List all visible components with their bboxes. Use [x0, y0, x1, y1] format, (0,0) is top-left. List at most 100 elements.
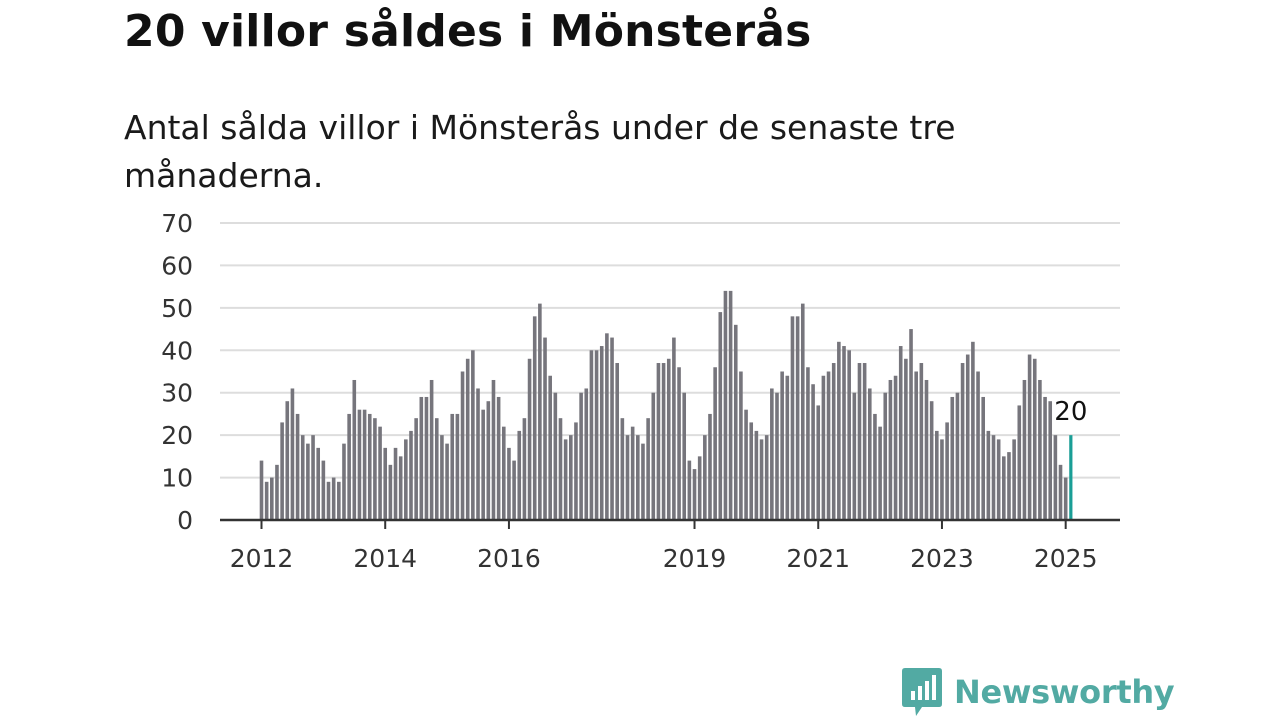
- bar: [728, 290, 733, 520]
- bar: [532, 316, 537, 520]
- newsworthy-logo-icon: [902, 668, 942, 716]
- bar: [465, 358, 470, 520]
- bar: [471, 350, 475, 520]
- bar: [898, 346, 903, 520]
- bar: [929, 401, 934, 520]
- x-tick-label: 2014: [353, 544, 417, 573]
- bar: [579, 392, 583, 520]
- bar: [620, 418, 625, 520]
- bar: [434, 418, 439, 520]
- bar: [703, 435, 707, 520]
- bar: [713, 367, 717, 520]
- y-tick-label: 30: [161, 379, 193, 408]
- bar: [414, 418, 418, 520]
- bar: [275, 464, 279, 520]
- bar: [589, 350, 594, 520]
- bar: [342, 443, 346, 520]
- bar: [1012, 439, 1016, 520]
- bar: [543, 337, 547, 520]
- bar: [646, 418, 650, 520]
- bar: [641, 443, 645, 520]
- y-tick-label: 60: [161, 251, 193, 280]
- bar: [692, 469, 697, 520]
- bar: [636, 435, 640, 520]
- x-tick-label: 2016: [477, 544, 541, 573]
- bar: [409, 430, 413, 520]
- bar: [759, 439, 764, 520]
- bar: [316, 447, 321, 520]
- brand-name: Newsworthy: [954, 673, 1175, 711]
- bar: [991, 435, 996, 520]
- bar: [259, 460, 264, 520]
- bar: [909, 329, 913, 520]
- bar: [522, 418, 527, 520]
- y-axis-ticks: 0 10 20 30 40 50 60 70: [161, 209, 193, 535]
- bar: [1007, 452, 1011, 520]
- bar: [501, 426, 506, 520]
- bar: [404, 439, 408, 520]
- bar: [1038, 379, 1042, 520]
- bar: [718, 312, 723, 520]
- y-tick-label: 40: [161, 336, 193, 365]
- bar: [842, 346, 846, 520]
- bar: [847, 350, 851, 520]
- bar: [280, 422, 284, 520]
- last-value-annotation: 20: [1051, 394, 1090, 430]
- chart-subtitle: Antal sålda villor i Mönsterås under de …: [124, 108, 956, 195]
- bar: [940, 439, 944, 520]
- bar: [919, 363, 924, 520]
- bar: [733, 324, 738, 520]
- bar: [553, 392, 558, 520]
- y-tick-label: 0: [177, 506, 193, 535]
- bar: [512, 460, 516, 520]
- x-tick-label: 2012: [230, 544, 294, 573]
- bar: [873, 413, 877, 520]
- bar: [723, 290, 728, 520]
- bar: [383, 447, 388, 520]
- last-value-label: 20: [1054, 397, 1087, 427]
- x-axis: 2012 2014 2016 2019 2021 2023 2025: [220, 518, 1120, 573]
- bar: [563, 439, 568, 520]
- bar: [264, 481, 269, 520]
- bar: [981, 396, 985, 520]
- chart-title: 20 villor såldes i Mönsterås: [124, 6, 812, 57]
- bar: [862, 363, 867, 520]
- bar: [419, 396, 424, 520]
- bar: [373, 418, 377, 520]
- bar: [491, 379, 496, 520]
- bar: [960, 363, 965, 520]
- bar: [945, 422, 949, 520]
- bar: [651, 392, 656, 520]
- bar: [615, 363, 619, 520]
- bar: [331, 477, 336, 520]
- x-tick-label: 2023: [910, 544, 974, 573]
- bar: [770, 388, 774, 520]
- bar: [800, 303, 805, 520]
- bar: [290, 388, 295, 520]
- bar: [888, 379, 893, 520]
- bar: [795, 316, 800, 520]
- bar: [1043, 396, 1047, 520]
- bar: [440, 435, 444, 520]
- bar: [878, 426, 882, 520]
- bar: [1017, 405, 1022, 520]
- bar: [986, 430, 991, 520]
- bar: [893, 375, 898, 520]
- bar: [950, 396, 955, 520]
- bar: [326, 481, 331, 520]
- bar: [538, 303, 542, 520]
- bar: [388, 464, 393, 520]
- bar: [460, 371, 465, 520]
- y-tick-label: 70: [161, 209, 193, 238]
- bar: [630, 426, 635, 520]
- bar: [656, 363, 661, 520]
- bar: [450, 413, 455, 520]
- bar: [904, 358, 908, 520]
- bar: [347, 413, 351, 520]
- bar: [424, 396, 429, 520]
- bar: [744, 409, 748, 520]
- bar: [300, 435, 305, 520]
- bar: [1032, 358, 1037, 520]
- y-tick-label: 20: [161, 421, 193, 450]
